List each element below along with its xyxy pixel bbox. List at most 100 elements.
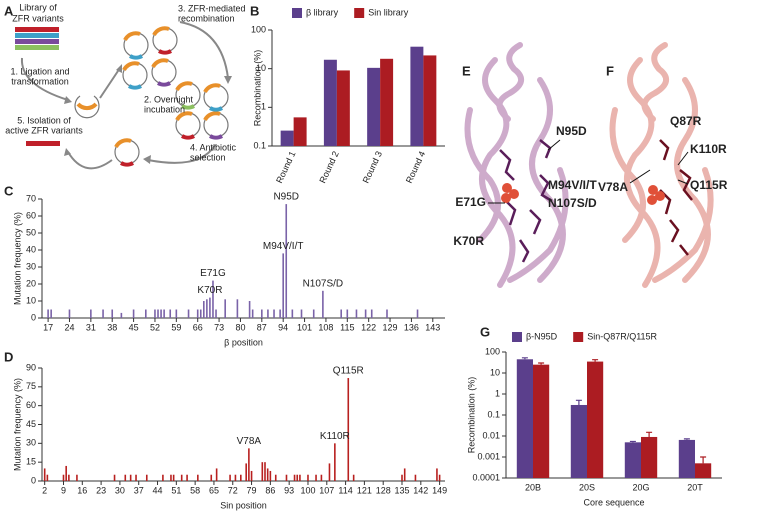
bar (410, 46, 424, 147)
y-tick-label: 30 (26, 261, 36, 271)
plasmid-insert (209, 134, 223, 140)
y-tick-label: 45 (26, 419, 36, 429)
x-tick-label: 149 (432, 485, 447, 495)
bar (624, 442, 641, 478)
x-tick-label: 24 (64, 322, 74, 332)
legend-label: Sin library (368, 7, 409, 17)
bar (364, 309, 367, 318)
x-tick-label: 30 (115, 485, 125, 495)
leader-line (677, 151, 689, 166)
arrow (147, 144, 216, 164)
leader-line (629, 169, 651, 184)
y-tick-label: 60 (26, 400, 36, 410)
bar (132, 309, 135, 318)
x-tick-label: 142 (413, 485, 428, 495)
bar (299, 474, 301, 481)
bar (90, 309, 92, 318)
plasmid-gene (203, 111, 221, 122)
bar (423, 55, 437, 146)
bar (135, 474, 137, 481)
bar (261, 309, 263, 318)
annotation: M94V/I/T (263, 241, 304, 252)
bar (380, 58, 394, 147)
x-tick-label: 121 (357, 485, 372, 495)
bar (124, 474, 127, 481)
library-stripe (15, 33, 59, 38)
bar (322, 290, 324, 318)
y-tick-label: 70 (26, 193, 36, 203)
bar (206, 299, 208, 318)
step-label: 4. Antibiotic (190, 142, 237, 152)
step-label: 1. Ligation and (10, 66, 69, 76)
legend-label: Sin-Q87R/Q115R (587, 331, 657, 341)
bar (250, 470, 253, 481)
x-tick-label: 136 (404, 322, 419, 332)
annotation: K70R (197, 285, 222, 296)
annotation: E71G (200, 268, 226, 279)
step-label: transformation (11, 76, 69, 86)
y-tick-label: 20 (26, 278, 36, 288)
bar (102, 309, 104, 318)
legend-swatch (573, 332, 584, 342)
helix (507, 167, 569, 283)
bar (401, 474, 403, 481)
plasmid-insert (128, 84, 142, 90)
annotation: V78A (237, 436, 262, 447)
bar (170, 474, 172, 481)
leader-line (677, 179, 689, 185)
x-tick-label: 20B (525, 482, 541, 492)
y-axis-title: Recombination (%) (252, 50, 262, 127)
x-tick-label: 66 (193, 322, 203, 332)
y-axis-title: Mutation frequency (%) (12, 378, 22, 471)
residue-label: N107S/D (548, 196, 597, 210)
y-tick-label: 100 (251, 24, 266, 34)
residue-label: K110R (690, 142, 727, 156)
step-label: 3. ZFR-mediated (178, 3, 246, 13)
library-title: ZFR variants (12, 13, 64, 23)
plasmid-gene (175, 111, 193, 122)
x-tick-label: 9 (61, 485, 66, 495)
x-tick-label: 143 (425, 322, 440, 332)
residue-label: M94V/I/T (548, 178, 597, 192)
bar (47, 309, 49, 318)
x-tick-label: 122 (361, 322, 376, 332)
bar (68, 309, 71, 318)
arrowhead (224, 76, 232, 84)
y-tick-label: 60 (26, 210, 36, 220)
arrow (67, 151, 113, 170)
bar (291, 309, 294, 318)
x-tick-label: 128 (376, 485, 391, 495)
bar (251, 309, 254, 318)
structure-f (609, 42, 714, 288)
helix (464, 107, 501, 243)
bar (120, 312, 123, 318)
bar (46, 474, 49, 481)
residue-label: Q115R (690, 178, 728, 192)
bar (293, 117, 307, 146)
x-tick-label: 58 (190, 485, 200, 495)
helix (674, 77, 711, 283)
bar (438, 474, 441, 481)
y-tick-label: 1 (261, 102, 266, 112)
atom (501, 193, 511, 203)
plasmid-gene (123, 31, 141, 42)
bar (113, 474, 116, 481)
bar (273, 309, 275, 318)
y-tick-label: 0.0001 (472, 472, 500, 482)
x-tick-label: 72 (228, 485, 238, 495)
y-tick-label: 0 (31, 312, 36, 322)
library-title: Library of (19, 2, 57, 12)
bar (160, 309, 162, 318)
error-bar (700, 456, 707, 464)
bar (175, 309, 178, 318)
annotation: N95D (273, 192, 299, 203)
annotation: K110R (320, 431, 350, 442)
residue-label: E71G (455, 195, 486, 209)
atom (509, 189, 519, 199)
bar (328, 463, 331, 481)
bar (323, 59, 337, 146)
bar (50, 309, 52, 318)
x-tick-label: 108 (318, 322, 333, 332)
bar (269, 470, 272, 481)
